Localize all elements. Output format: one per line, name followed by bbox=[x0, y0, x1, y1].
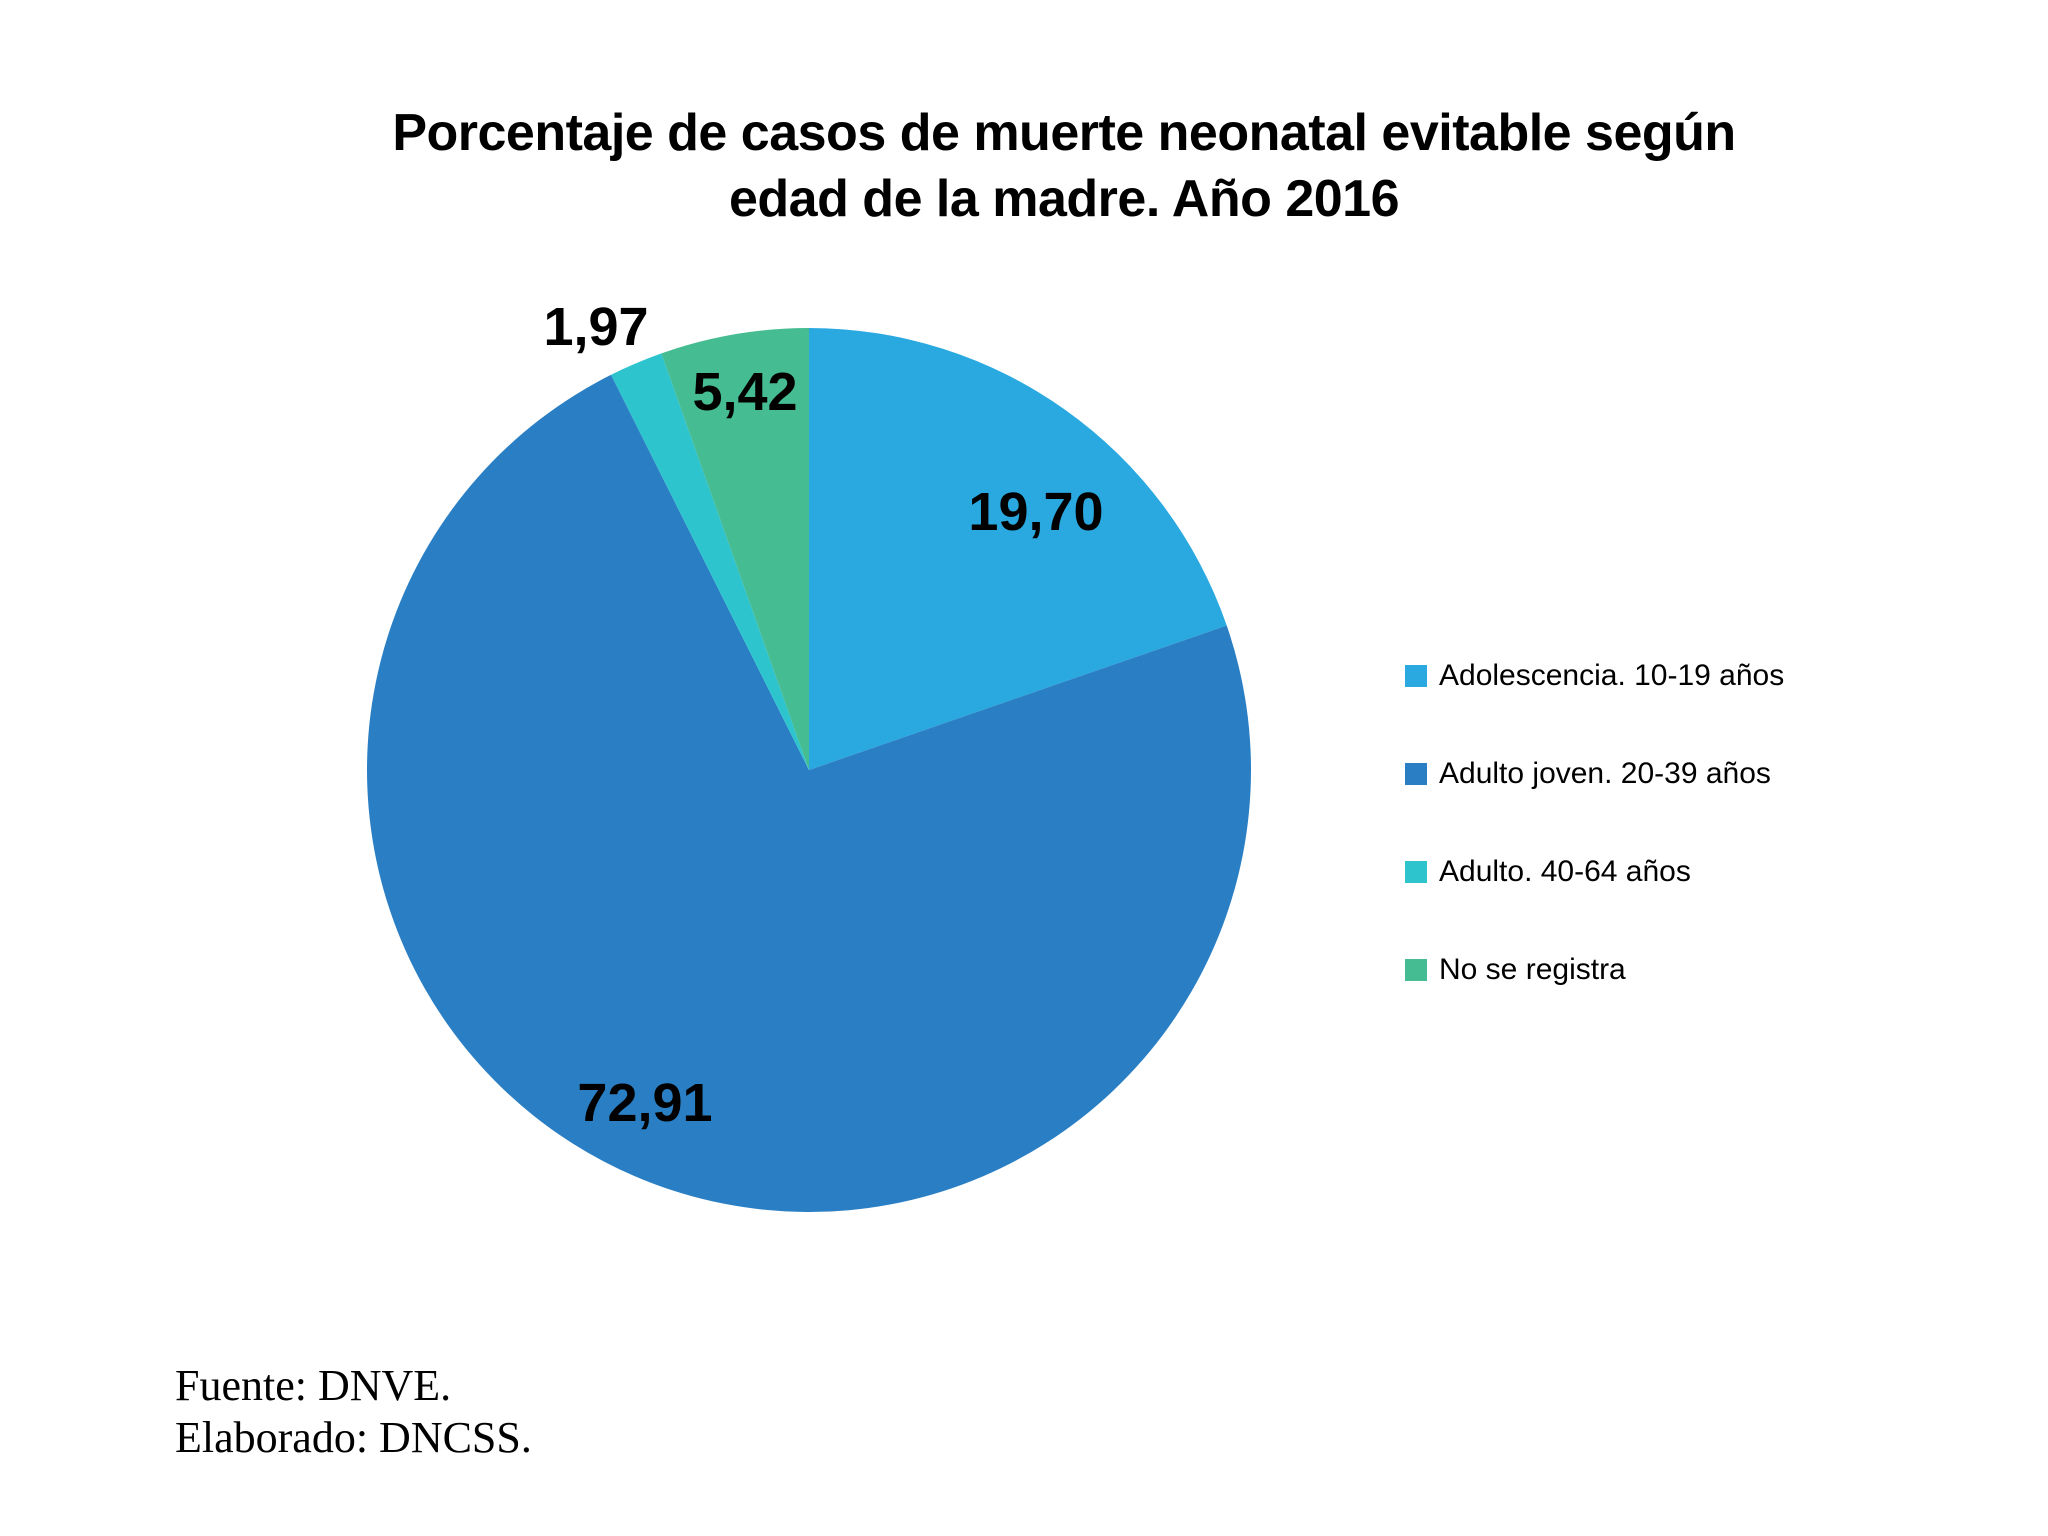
legend-item-no-se-registra: No se registra bbox=[1405, 952, 1626, 988]
legend-swatch-adulto-joven-icon bbox=[1405, 763, 1427, 785]
legend-swatch-adolescencia-icon bbox=[1405, 665, 1427, 687]
pie-slice-3 bbox=[661, 328, 809, 770]
legend-item-adolescencia: Adolescencia. 10-19 años bbox=[1405, 658, 1784, 694]
data-label-adolescencia: 19,70 bbox=[968, 482, 1104, 542]
legend-swatch-no-se-registra-icon bbox=[1405, 959, 1427, 981]
legend-label-adulto: Adulto. 40-64 años bbox=[1439, 855, 1691, 888]
elaborated-line: Elaborado: DNCSS. bbox=[175, 1413, 532, 1462]
data-label-adulto-joven: 72,91 bbox=[577, 1073, 713, 1133]
legend-label-adolescencia: Adolescencia. 10-19 años bbox=[1439, 659, 1785, 692]
data-label-adulto: 1,97 bbox=[543, 297, 649, 357]
pie-slice-1 bbox=[366, 374, 1251, 1213]
legend-label-adulto-joven: Adulto joven. 20-39 años bbox=[1439, 757, 1771, 790]
source-line: Fuente: DNVE. bbox=[175, 1361, 452, 1410]
legend-label-no-se-registra: No se registra bbox=[1439, 953, 1626, 986]
source-note: Fuente: DNVE. Elaborado: DNCSS. bbox=[175, 1360, 532, 1464]
chart-title-line1: Porcentaje de casos de muerte neonatal e… bbox=[392, 104, 1736, 162]
data-label-no-se-registra: 5,42 bbox=[692, 362, 798, 422]
legend-item-adulto: Adulto. 40-64 años bbox=[1405, 854, 1691, 890]
chart-title-line2: edad de la madre. Año 2016 bbox=[728, 170, 1400, 228]
pie-slice-0 bbox=[809, 328, 1227, 770]
legend-item-adulto-joven: Adulto joven. 20-39 años bbox=[1405, 756, 1771, 792]
legend-swatch-adulto-icon bbox=[1405, 861, 1427, 883]
pie-slice-2 bbox=[611, 353, 809, 770]
chart-title: Porcentaje de casos de muerte neonatal e… bbox=[80, 100, 2048, 232]
